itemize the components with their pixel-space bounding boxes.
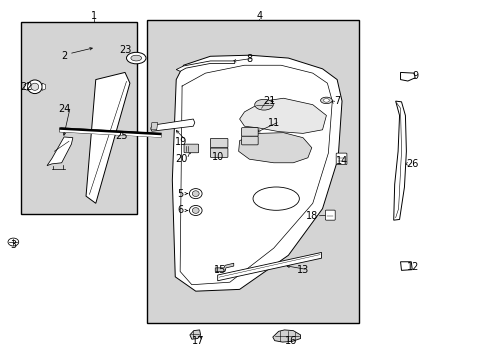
Ellipse shape: [192, 208, 199, 213]
FancyBboxPatch shape: [335, 153, 346, 165]
Polygon shape: [239, 98, 326, 134]
Ellipse shape: [31, 83, 39, 90]
Text: 18: 18: [305, 211, 317, 221]
Text: 13: 13: [296, 265, 308, 275]
Text: 17: 17: [192, 336, 204, 346]
FancyBboxPatch shape: [325, 210, 334, 220]
Polygon shape: [215, 263, 233, 271]
Polygon shape: [238, 133, 311, 163]
Polygon shape: [272, 330, 300, 342]
Ellipse shape: [131, 55, 142, 61]
Ellipse shape: [27, 80, 42, 94]
Text: 10: 10: [211, 152, 224, 162]
FancyBboxPatch shape: [183, 144, 198, 153]
Text: 1: 1: [91, 11, 97, 21]
Polygon shape: [172, 55, 341, 291]
Polygon shape: [393, 101, 406, 220]
Polygon shape: [151, 119, 194, 131]
Text: 24: 24: [58, 104, 70, 114]
Polygon shape: [42, 83, 45, 90]
FancyBboxPatch shape: [241, 136, 258, 145]
Text: 8: 8: [246, 54, 252, 64]
Text: 22: 22: [20, 82, 32, 92]
Text: 9: 9: [411, 71, 417, 81]
Text: 4: 4: [256, 11, 262, 21]
Polygon shape: [151, 123, 158, 130]
Polygon shape: [24, 83, 27, 90]
Text: 25: 25: [115, 131, 127, 141]
Text: 14: 14: [335, 156, 347, 166]
Text: 23: 23: [119, 45, 131, 55]
FancyBboxPatch shape: [210, 138, 227, 148]
Text: 21: 21: [263, 96, 276, 106]
Bar: [21, 22, 137, 214]
Ellipse shape: [252, 187, 299, 210]
Polygon shape: [217, 252, 321, 281]
FancyBboxPatch shape: [210, 148, 227, 157]
Text: 12: 12: [406, 262, 418, 272]
Text: 3: 3: [10, 240, 17, 250]
Polygon shape: [86, 72, 130, 203]
Ellipse shape: [320, 97, 331, 104]
Text: 26: 26: [406, 159, 418, 169]
Ellipse shape: [254, 99, 273, 110]
Text: 7: 7: [333, 96, 340, 106]
Ellipse shape: [192, 191, 199, 197]
Polygon shape: [47, 137, 73, 166]
FancyBboxPatch shape: [241, 128, 258, 136]
Text: 20: 20: [175, 154, 187, 164]
Ellipse shape: [8, 238, 19, 246]
Ellipse shape: [189, 189, 202, 199]
Ellipse shape: [189, 206, 202, 216]
Text: 16: 16: [285, 336, 297, 346]
Polygon shape: [400, 72, 414, 81]
Bar: [147, 21, 358, 323]
Text: 19: 19: [175, 138, 187, 147]
Text: 2: 2: [61, 51, 67, 61]
Polygon shape: [176, 61, 234, 71]
Text: 6: 6: [177, 206, 183, 216]
Polygon shape: [400, 262, 411, 270]
Text: 5: 5: [177, 189, 183, 199]
Text: 15: 15: [213, 265, 226, 275]
Ellipse shape: [126, 52, 146, 64]
Polygon shape: [189, 330, 200, 339]
Text: 11: 11: [267, 118, 279, 128]
Ellipse shape: [323, 99, 329, 102]
